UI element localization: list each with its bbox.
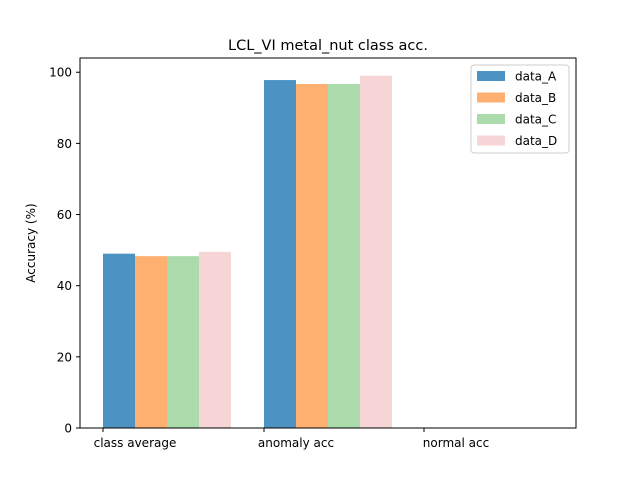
legend-label: data_D xyxy=(515,134,557,148)
bar-data_A-0 xyxy=(103,253,135,428)
bar-data_B-0 xyxy=(135,256,167,428)
bar-data_B-1 xyxy=(296,83,328,428)
y-tick-label: 20 xyxy=(57,350,72,364)
legend-swatch-data_B xyxy=(477,92,505,103)
y-ticks-group: 0 20 40 60 80 100 xyxy=(49,66,80,436)
legend-label: data_C xyxy=(515,113,556,127)
bar-data_C-0 xyxy=(167,256,199,428)
y-tick-label: 100 xyxy=(49,66,72,80)
bar-data_C-1 xyxy=(328,83,360,428)
y-axis-label: Accuracy (%) xyxy=(24,203,38,282)
bar-data_D-1 xyxy=(360,75,392,428)
x-tick-label: normal acc xyxy=(423,436,489,450)
legend-swatch-data_A xyxy=(477,71,505,81)
y-tick-label: 60 xyxy=(57,208,72,222)
x-tick-label: class average xyxy=(94,436,177,450)
legend-box xyxy=(470,64,570,154)
bar-data_D-0 xyxy=(199,251,231,428)
legend-swatch-data_D xyxy=(477,135,505,146)
bars-group xyxy=(103,75,392,428)
y-tick-label: 0 xyxy=(64,422,72,436)
chart-title: LCL_VI metal_nut class acc. xyxy=(228,38,428,54)
plot-frame xyxy=(79,57,577,429)
legend-swatch-data_C xyxy=(477,114,505,124)
legend-label: data_A xyxy=(515,70,557,84)
y-tick-label: 80 xyxy=(57,137,72,151)
legend: data_A data_B data_C data_D xyxy=(470,64,570,154)
legend-label: data_B xyxy=(515,91,556,105)
x-tick-label: anomaly acc xyxy=(258,436,334,450)
x-ticks-group: class average anomaly acc normal acc xyxy=(94,428,489,450)
y-tick-label: 40 xyxy=(57,279,72,293)
bar-data_A-1 xyxy=(264,80,296,428)
